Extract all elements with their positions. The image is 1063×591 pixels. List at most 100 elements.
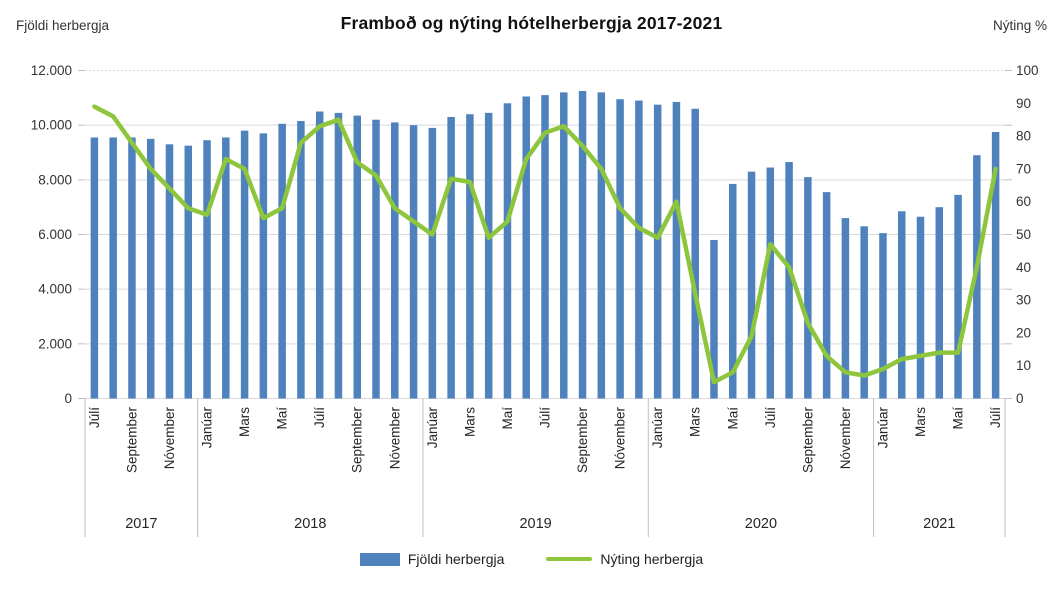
room-bar	[541, 95, 549, 399]
month-label: Mars	[237, 407, 252, 437]
month-label: September	[350, 407, 365, 474]
chart-plot: 0 2.000 4.000 6.000 8.000 10.000 12.000 0 10 20 30…	[31, 63, 1039, 537]
room-bar	[128, 137, 136, 399]
room-bar	[484, 112, 493, 399]
room-bar	[447, 116, 455, 399]
month-label: Janúar	[875, 406, 890, 448]
room-bar	[203, 140, 211, 399]
room-bar	[372, 119, 380, 399]
room-bar	[635, 100, 643, 399]
room-bar	[391, 122, 399, 399]
utilization-legend-swatch	[546, 556, 593, 562]
room-bar	[916, 216, 925, 399]
month-label: Júlí	[87, 407, 102, 428]
year-label: 2021	[923, 516, 955, 532]
room-bar	[334, 112, 343, 399]
left-axis-tick-label: 12.000	[31, 63, 72, 78]
month-label: Maí	[275, 407, 290, 430]
room-bar	[785, 162, 793, 399]
room-bar	[259, 133, 268, 399]
month-label: September	[575, 407, 590, 474]
room-bar	[184, 145, 193, 399]
month-label: September	[124, 407, 139, 474]
room-bar	[146, 138, 155, 399]
room-bar	[428, 127, 437, 399]
right-axis-title: Nýting %	[992, 18, 1047, 33]
room-bar	[879, 233, 887, 399]
room-bar	[860, 226, 868, 399]
room-bar	[747, 171, 756, 399]
left-axis-tick-label: 6.000	[38, 227, 72, 242]
room-bar	[240, 130, 249, 399]
month-label: Maí	[951, 407, 966, 430]
room-bar	[672, 101, 681, 399]
right-axis-tick-label: 100	[1016, 63, 1039, 78]
legend-item-utilization: Nýting herbergja	[546, 551, 703, 567]
left-axis-tick-label: 8.000	[38, 172, 72, 187]
left-axis-tick-label: 4.000	[38, 282, 72, 297]
room-bar	[578, 91, 587, 399]
left-axis-title: Fjöldi herbergja	[16, 18, 110, 33]
room-bar	[560, 92, 568, 399]
left-axis-tick-label: 0	[64, 391, 72, 406]
room-bar	[691, 108, 699, 399]
room-bar	[954, 194, 962, 399]
month-label: Nóvember	[838, 407, 853, 470]
room-bar	[522, 96, 530, 399]
utilization-legend-label: Nýting herbergja	[600, 551, 704, 567]
right-axis-tick-label: 60	[1016, 194, 1031, 209]
room-bar	[165, 144, 174, 399]
chart-title: Framboð og nýting hótelherbergja 2017-20…	[340, 13, 723, 33]
year-label: 2017	[125, 516, 157, 532]
room-bar	[278, 123, 286, 399]
room-bar	[897, 211, 906, 399]
right-axis-tick-label: 20	[1016, 325, 1031, 340]
month-label: Mars	[462, 407, 477, 437]
right-axis-tick-label: 80	[1016, 129, 1031, 144]
left-axis-tick-label: 2.000	[38, 336, 72, 351]
room-bar	[109, 137, 117, 399]
month-label: Júlí	[312, 407, 327, 428]
room-bar	[90, 137, 99, 399]
month-label: Janúar	[200, 406, 215, 448]
room-bar	[804, 177, 812, 399]
right-axis-tick-label: 50	[1016, 227, 1031, 242]
room-bar	[710, 239, 718, 399]
room-bar	[822, 192, 831, 399]
month-label: Mars	[913, 407, 928, 437]
year-label: 2019	[519, 516, 551, 532]
room-bar	[991, 132, 1000, 399]
right-axis-tick-label: 0	[1016, 391, 1024, 406]
month-label: Maí	[500, 407, 515, 430]
utilization-line	[92, 104, 998, 385]
month-label: Júlí	[763, 407, 778, 428]
month-label: Nóvember	[387, 407, 402, 470]
room-bar	[297, 121, 305, 399]
room-bar	[766, 167, 775, 399]
room-bar	[222, 137, 230, 399]
year-label: 2018	[294, 516, 326, 532]
room-bar	[597, 92, 606, 399]
room-bar	[315, 111, 324, 399]
right-axis-tick-label: 30	[1016, 293, 1031, 308]
room-bar	[616, 99, 624, 399]
room-bar	[935, 207, 944, 399]
month-label: Nóvember	[613, 407, 628, 470]
rooms-legend-swatch	[359, 552, 400, 566]
right-axis-tick-label: 90	[1016, 96, 1031, 111]
right-axis-tick-label: 40	[1016, 260, 1031, 275]
right-axis-tick-label: 10	[1016, 358, 1031, 373]
room-bar	[409, 125, 418, 399]
month-label: Júlí	[988, 407, 1003, 428]
right-axis-tick-label: 70	[1016, 161, 1031, 176]
room-bar	[729, 183, 737, 399]
month-label: Mars	[688, 407, 703, 437]
room-bar	[466, 114, 474, 399]
month-label: Janúar	[650, 406, 665, 448]
month-label: September	[800, 407, 815, 474]
legend-item-rooms: Fjöldi herbergja	[359, 551, 504, 567]
month-label: Janúar	[425, 406, 440, 448]
month-label: Maí	[725, 407, 740, 430]
room-bar	[353, 115, 361, 399]
